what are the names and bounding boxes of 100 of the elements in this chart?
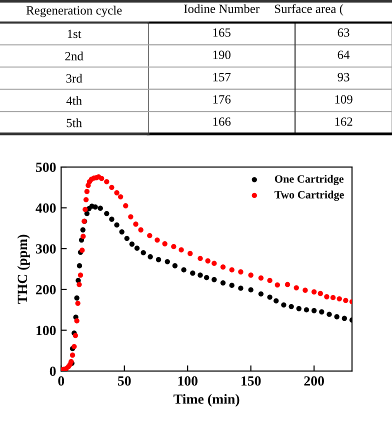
point — [171, 244, 176, 250]
point — [76, 263, 82, 268]
point — [92, 204, 98, 210]
x-tick-label: 50 — [118, 376, 131, 386]
point — [114, 190, 120, 196]
y-tick-label: 4th — [66, 96, 82, 105]
data-label: 109 — [335, 95, 352, 104]
data-label: 176 — [213, 95, 231, 104]
point — [98, 206, 103, 211]
point — [330, 294, 336, 300]
y-tick-label: 200 — [36, 285, 56, 294]
point — [267, 278, 272, 284]
point — [311, 308, 317, 314]
point — [198, 272, 203, 278]
point — [334, 314, 340, 320]
point — [258, 291, 264, 297]
point — [129, 242, 135, 247]
y-tick-label: 300 — [36, 244, 56, 254]
point — [267, 294, 272, 300]
legend-label: One Cartridge — [274, 174, 344, 186]
point — [190, 270, 196, 276]
point — [229, 282, 234, 288]
y-tick-label: 500 — [36, 162, 56, 172]
point — [342, 316, 348, 321]
point — [72, 332, 78, 338]
point — [324, 294, 330, 300]
point — [212, 260, 217, 266]
point — [204, 274, 210, 280]
y-axis-title: THC (ppm) — [17, 234, 30, 304]
point — [109, 184, 114, 190]
data-label: 190 — [213, 50, 231, 60]
point — [76, 282, 82, 288]
point — [78, 272, 84, 278]
point — [70, 352, 76, 358]
data-label: 166 — [213, 117, 231, 126]
point — [336, 296, 342, 302]
point — [274, 298, 279, 304]
point — [294, 285, 299, 290]
point — [326, 312, 332, 317]
y-tick-label: 0 — [50, 366, 56, 376]
point — [319, 309, 324, 314]
point — [83, 197, 89, 202]
point — [274, 282, 280, 288]
x-tick-label: Iodine Number — [184, 4, 260, 14]
y-tick-label: 2nd — [65, 52, 84, 60]
point — [258, 275, 264, 281]
point — [181, 267, 186, 272]
data-label: 157 — [213, 72, 231, 82]
point — [162, 241, 168, 246]
point — [198, 256, 203, 262]
y-tick-label: 1st — [68, 30, 82, 38]
point — [114, 222, 120, 228]
point — [133, 222, 138, 227]
x-tick-label: 200 — [304, 376, 324, 386]
legend-label: Two Cartridge — [274, 190, 344, 201]
point — [119, 229, 124, 234]
point — [75, 300, 80, 306]
point — [302, 288, 308, 293]
point — [147, 232, 152, 238]
point — [220, 264, 226, 270]
point — [154, 237, 160, 243]
y-tick-label: 5th — [66, 118, 82, 128]
point — [212, 277, 217, 282]
x-tick-label: 0 — [58, 376, 64, 386]
point — [220, 280, 226, 286]
point — [205, 258, 210, 264]
point — [123, 203, 128, 208]
data-label: 165 — [213, 28, 231, 37]
point — [172, 263, 178, 268]
data-label: 162 — [335, 117, 352, 126]
data-label: 63 — [338, 28, 350, 37]
point — [109, 216, 114, 222]
point — [281, 302, 286, 308]
point — [229, 267, 234, 272]
point — [138, 227, 144, 232]
point — [104, 210, 110, 216]
point — [248, 272, 254, 278]
point — [248, 287, 254, 292]
data-label: 64 — [338, 50, 350, 60]
point — [343, 298, 348, 304]
point — [296, 306, 302, 312]
point — [84, 210, 90, 216]
point — [318, 290, 323, 296]
point — [84, 188, 90, 194]
point — [304, 307, 310, 312]
x-tick-label: 100 — [178, 376, 198, 386]
point — [128, 214, 134, 220]
x-axis-title: Time (min) — [174, 394, 240, 407]
point — [74, 318, 80, 324]
point — [134, 246, 140, 251]
point — [74, 295, 80, 301]
point — [99, 176, 104, 182]
y-tick-label: 3rd — [66, 74, 82, 83]
point — [82, 206, 88, 212]
point — [80, 234, 86, 239]
data-label: 93 — [338, 72, 350, 82]
x-tick-label: 150 — [242, 376, 261, 386]
point — [80, 227, 86, 232]
point — [148, 254, 153, 260]
point — [284, 282, 290, 288]
